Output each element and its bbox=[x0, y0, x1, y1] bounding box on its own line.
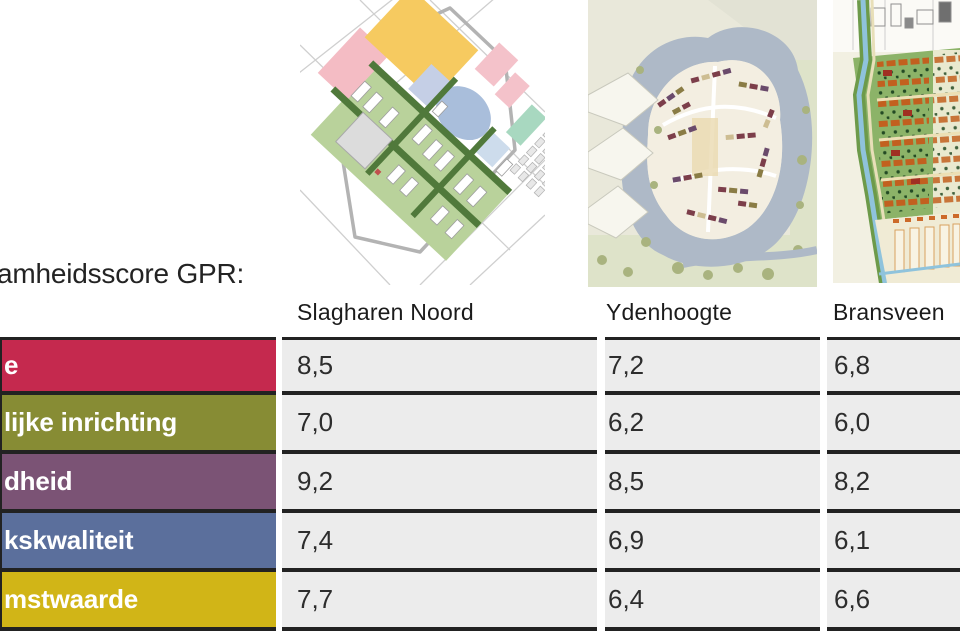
site-plan-ydenhoogte-image bbox=[588, 0, 817, 287]
table-cell: 7,4 bbox=[282, 513, 597, 572]
table-column-headers: Slagharen Noord Ydenhoogte Bransveen bbox=[0, 296, 960, 334]
site-plan-slagharen-noord-image bbox=[300, 0, 545, 285]
row-label: lijke inrichting bbox=[0, 395, 276, 454]
table-cell: 8,5 bbox=[605, 454, 820, 513]
row-label: dheid bbox=[0, 454, 276, 513]
row-label: kskwaliteit bbox=[0, 513, 276, 572]
table-cell: 6,9 bbox=[605, 513, 820, 572]
column-header-ydenhoogte: Ydenhoogte bbox=[606, 299, 733, 325]
table-cell: 6,2 bbox=[605, 395, 820, 454]
table-cell: 6,8 bbox=[827, 337, 960, 395]
table-cell: 6,6 bbox=[827, 572, 960, 631]
table-row: e 8,5 7,2 6,8 bbox=[0, 337, 960, 395]
site-plan-bransveen-image bbox=[833, 0, 960, 283]
table-cell: 7,2 bbox=[605, 337, 820, 395]
column-header-bransveen: Bransveen bbox=[833, 299, 945, 325]
slide-title: amheidsscore GPR: bbox=[0, 258, 245, 289]
table-cell: 8,2 bbox=[827, 454, 960, 513]
site-plan-map-icon bbox=[833, 0, 960, 283]
table-cell: 7,0 bbox=[282, 395, 597, 454]
site-plan-map-icon bbox=[300, 0, 545, 285]
table-cell: 7,7 bbox=[282, 572, 597, 631]
row-label: e bbox=[0, 337, 276, 395]
row-label: mstwaarde bbox=[0, 572, 276, 631]
column-header-slagharen-noord: Slagharen Noord bbox=[297, 299, 474, 325]
table-cell: 6,1 bbox=[827, 513, 960, 572]
table-cell: 8,5 bbox=[282, 337, 597, 395]
table-cell: 9,2 bbox=[282, 454, 597, 513]
table-cell: 6,4 bbox=[605, 572, 820, 631]
table-row: dheid 9,2 8,5 8,2 bbox=[0, 454, 960, 513]
table-row: lijke inrichting 7,0 6,2 6,0 bbox=[0, 395, 960, 454]
site-plan-map-icon bbox=[588, 0, 817, 287]
table-row: mstwaarde 7,7 6,4 6,6 bbox=[0, 572, 960, 631]
table-row: kskwaliteit 7,4 6,9 6,1 bbox=[0, 513, 960, 572]
gpr-score-table: e 8,5 7,2 6,8 lijke inrichting 7,0 6,2 6… bbox=[0, 337, 960, 631]
table-cell: 6,0 bbox=[827, 395, 960, 454]
